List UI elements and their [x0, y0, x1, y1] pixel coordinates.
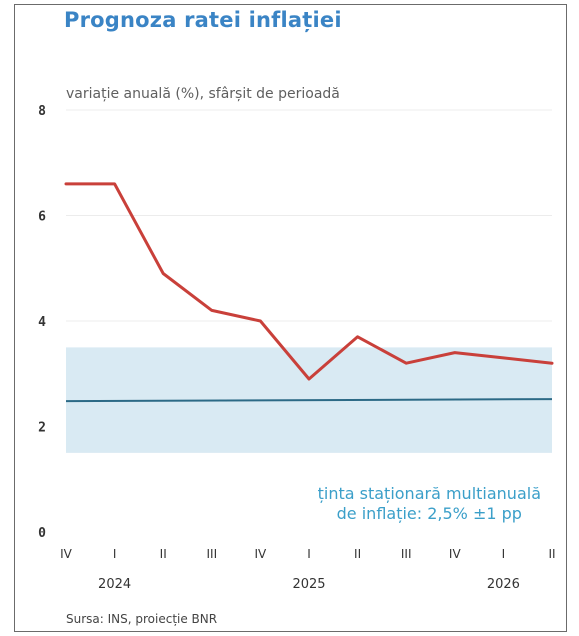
y-tick-label: 0 [38, 526, 46, 541]
target-label-line2: de inflație: 2,5% ±1 pp [336, 504, 522, 523]
target-label-line1: ținta staționară multianuală [317, 484, 541, 503]
x-year-label: 2026 [487, 577, 520, 592]
y-axis-ticks: 0 2 4 6 8 [38, 104, 46, 541]
x-tick-label: II [160, 547, 167, 561]
target-line [65, 398, 553, 403]
x-tick-label: I [113, 547, 117, 561]
chart-subtitle: variație anuală (%), sfârșit de perioadă [66, 86, 340, 102]
y-tick-label: 4 [38, 315, 46, 330]
chart-title: Prognoza ratei inflației [64, 8, 342, 32]
x-tick-label: II [548, 547, 555, 561]
y-tick-label: 6 [38, 210, 46, 225]
x-tick-label: IV [60, 547, 73, 561]
y-tick-label: 8 [38, 104, 46, 119]
x-tick-label: III [206, 547, 217, 561]
x-year-label: 2025 [292, 577, 325, 592]
x-year-label: 2024 [98, 577, 131, 592]
x-tick-label: I [502, 547, 506, 561]
x-tick-label: IV [255, 547, 268, 561]
target-label: ținta staționară multianuală de inflație… [318, 484, 541, 524]
chart-frame [14, 4, 567, 632]
x-tick-label: I [307, 547, 311, 561]
source-note: Sursa: INS, proiecție BNR [66, 612, 218, 626]
y-tick-label: 2 [38, 421, 46, 436]
inflation-forecast-line [64, 182, 554, 381]
x-tick-label: III [401, 547, 412, 561]
x-tick-label: IV [449, 547, 462, 561]
x-tick-label: II [354, 547, 361, 561]
